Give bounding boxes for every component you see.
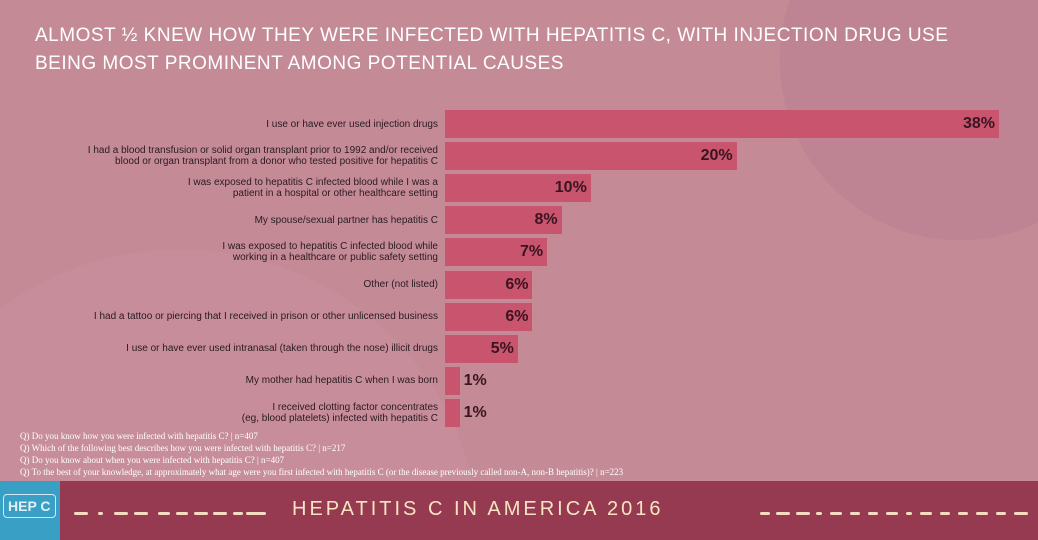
data-label: 10% <box>554 179 587 197</box>
category-label: I use or have ever used intranasal (take… <box>126 343 438 355</box>
dash-decoration <box>1014 512 1028 515</box>
dash-decoration <box>886 512 898 515</box>
category-label: Other (not listed) <box>363 279 438 290</box>
category-label: I use or have ever used injection drugs <box>266 118 438 130</box>
category-label: I had a tattoo or piercing that I receiv… <box>93 311 438 323</box>
page-title: Almost ½ knew how they were infected wit… <box>35 25 949 74</box>
note: Q) Do you know how you were infected wit… <box>20 431 258 441</box>
dash-decoration <box>940 512 950 515</box>
dash-decoration <box>920 512 932 515</box>
bar <box>445 142 737 171</box>
data-label: 20% <box>700 147 733 165</box>
bar <box>445 398 460 427</box>
footer-title: HEPATITIS C IN AMERICA 2016 <box>292 498 664 520</box>
category-label: I had a blood transfusion or solid organ… <box>87 145 438 168</box>
dash-decoration <box>233 512 243 515</box>
bar-chart: I use or have ever used injection drugs 3… <box>87 110 999 427</box>
hep-c-logo: HEP C <box>3 494 56 518</box>
category-label: My mother had hepatitis C when I was bor… <box>245 375 438 387</box>
data-label: 7% <box>519 243 544 261</box>
survey-notes: Q) Do you know how you were infected wit… <box>20 430 1020 478</box>
data-label: 6% <box>505 275 529 293</box>
dash-decoration <box>760 512 770 515</box>
dash-decoration <box>776 512 790 515</box>
category-label: I was exposed to hepatitis C infected bl… <box>222 241 438 264</box>
category-label: I was exposed to hepatitis C infected bl… <box>187 177 438 200</box>
dash-decoration <box>796 512 810 515</box>
dash-decoration <box>134 512 148 515</box>
note: Q) To the best of your knowledge, at app… <box>20 467 624 477</box>
dash-decoration <box>213 512 227 515</box>
note: Q) Do you know about when you were infec… <box>20 455 285 465</box>
bar <box>445 334 518 363</box>
dash-decoration <box>868 512 878 515</box>
bar <box>445 206 562 235</box>
dash-decoration <box>906 512 912 515</box>
note: Q) Which of the following best describes… <box>20 443 346 453</box>
dash-decoration <box>996 512 1006 515</box>
dash-decoration <box>158 512 170 515</box>
data-label: 1% <box>463 371 487 389</box>
data-label: 5% <box>490 339 514 357</box>
bar <box>445 110 999 138</box>
dash-decoration <box>246 512 266 515</box>
bar <box>445 270 533 299</box>
dash-decoration <box>114 512 128 515</box>
data-label: 38% <box>962 115 995 132</box>
bar <box>445 302 533 331</box>
dash-decoration <box>98 512 103 515</box>
category-label: I received clotting factor concentrates … <box>241 401 438 424</box>
dash-decoration <box>74 512 88 515</box>
logo-area: HEP C <box>0 481 60 540</box>
bar <box>445 238 548 267</box>
footer-banner: HEP C HEPATITIS C IN AMERICA 2016 <box>0 481 1038 540</box>
data-label: 1% <box>463 403 487 421</box>
category-label: My spouse/sexual partner has hepatitis C <box>254 214 438 226</box>
data-label: 6% <box>505 307 529 325</box>
dash-decoration <box>958 512 968 515</box>
bar <box>445 366 460 395</box>
dash-decoration <box>976 512 988 515</box>
bar <box>445 174 591 203</box>
data-label: 8% <box>534 211 558 229</box>
dash-decoration <box>816 512 822 515</box>
dash-decoration <box>830 512 842 515</box>
dash-decoration <box>194 512 208 515</box>
dash-decoration <box>850 512 860 515</box>
dash-decoration <box>176 512 188 515</box>
